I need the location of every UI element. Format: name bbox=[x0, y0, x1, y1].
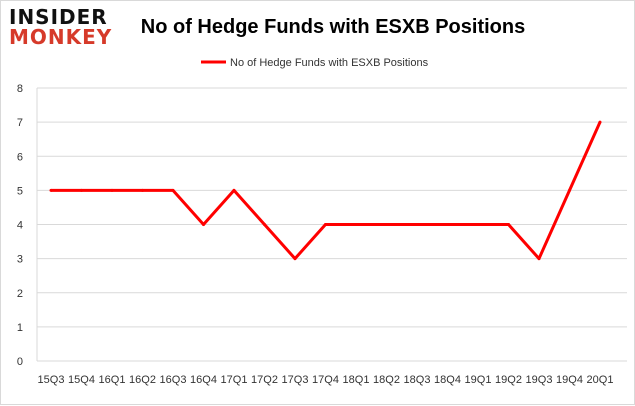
y-tick-label: 7 bbox=[17, 117, 23, 129]
y-tick-label: 0 bbox=[17, 356, 23, 368]
x-tick-label: 18Q2 bbox=[373, 374, 400, 386]
x-tick-label: 17Q2 bbox=[251, 374, 278, 386]
chart-title: No of Hedge Funds with ESXB Positions bbox=[141, 16, 525, 38]
data-point bbox=[415, 223, 419, 226]
data-point bbox=[568, 188, 571, 192]
x-tick-label: 19Q4 bbox=[556, 374, 583, 386]
x-tick-label: 16Q1 bbox=[99, 374, 126, 386]
x-tick-label: 17Q1 bbox=[221, 374, 248, 386]
x-tick-label: 19Q3 bbox=[526, 374, 553, 386]
data-point bbox=[324, 223, 327, 226]
data-point bbox=[354, 223, 358, 226]
data-point bbox=[202, 223, 205, 226]
data-point bbox=[232, 188, 236, 192]
x-tick-label: 16Q4 bbox=[190, 374, 217, 386]
x-tick-label: 20Q1 bbox=[587, 374, 614, 386]
x-tick-label: 19Q1 bbox=[465, 374, 492, 386]
x-tick-label: 19Q2 bbox=[495, 374, 522, 386]
data-point bbox=[80, 188, 83, 192]
data-point bbox=[171, 188, 175, 192]
data-point bbox=[293, 257, 297, 261]
legend-label: No of Hedge Funds with ESXB Positions bbox=[230, 57, 429, 69]
x-tick-label: 15Q4 bbox=[68, 374, 95, 386]
insider-monkey-logo: INSIDER MONKEY bbox=[9, 7, 112, 47]
data-point bbox=[507, 223, 510, 226]
x-tick-label: 18Q4 bbox=[434, 374, 461, 386]
x-tick-label: 15Q3 bbox=[38, 374, 65, 386]
y-tick-label: 5 bbox=[17, 185, 23, 197]
y-tick-label: 4 bbox=[17, 220, 23, 232]
data-point bbox=[446, 223, 449, 226]
data-point bbox=[385, 223, 388, 226]
x-tick-label: 16Q2 bbox=[129, 374, 156, 386]
x-tick-label: 18Q1 bbox=[343, 374, 370, 386]
y-tick-label: 1 bbox=[17, 322, 23, 334]
data-point bbox=[110, 188, 114, 192]
x-tick-label: 16Q3 bbox=[160, 374, 187, 386]
x-tick-label: 17Q3 bbox=[282, 374, 309, 386]
x-tick-label: 17Q4 bbox=[312, 374, 339, 386]
data-point bbox=[598, 120, 602, 124]
data-point bbox=[537, 257, 541, 261]
y-tick-label: 8 bbox=[17, 83, 23, 95]
x-tick-label: 18Q3 bbox=[404, 374, 431, 386]
y-tick-label: 2 bbox=[17, 288, 23, 300]
y-tick-label: 6 bbox=[17, 151, 23, 163]
data-point bbox=[49, 188, 53, 192]
logo-line1: INSIDER bbox=[9, 5, 108, 29]
y-tick-label: 3 bbox=[17, 254, 23, 266]
data-point bbox=[141, 188, 144, 192]
logo-line2: MONKEY bbox=[9, 25, 113, 49]
data-point bbox=[263, 223, 266, 226]
data-point bbox=[476, 223, 480, 226]
